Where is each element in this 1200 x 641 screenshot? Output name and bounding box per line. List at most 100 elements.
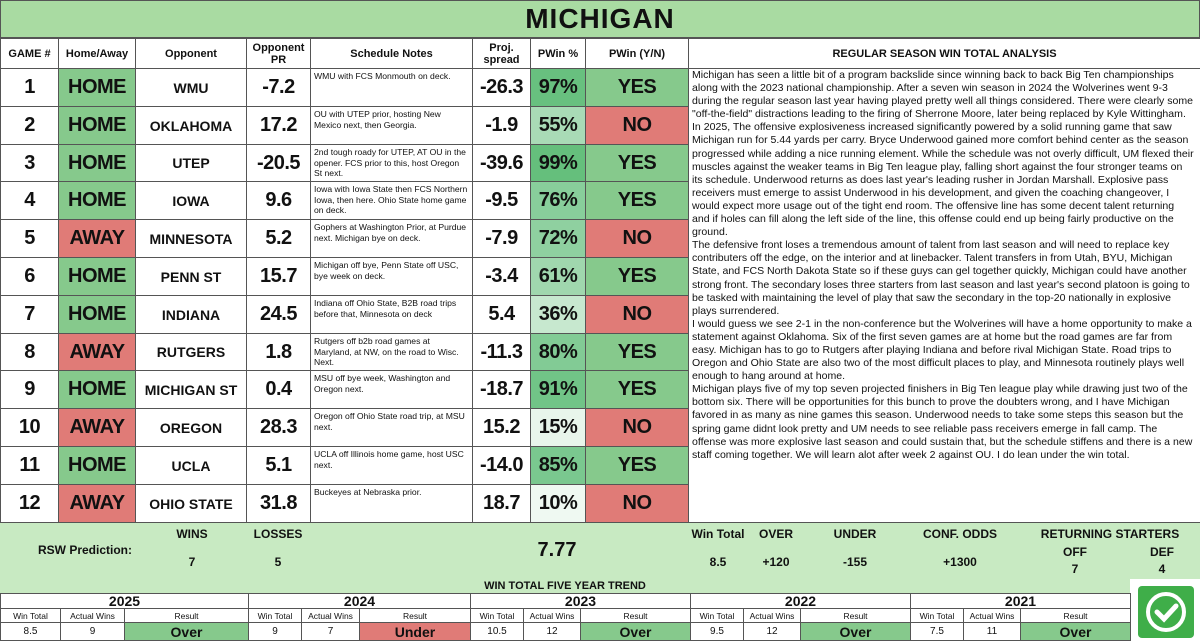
trend-actual: 12 <box>743 622 801 641</box>
schedule-note: Michigan off bye, Penn State off USC, by… <box>310 257 473 296</box>
game-number: 10 <box>0 408 59 447</box>
trend-actual: 11 <box>963 622 1021 641</box>
pwin-header: PWin % <box>530 38 586 69</box>
trend-year: 2022 <box>690 593 911 609</box>
trend-year: 2023 <box>470 593 691 609</box>
trend-year: 2025 <box>0 593 249 609</box>
pwin-yn: NO <box>585 219 689 258</box>
pwin-yn: YES <box>585 68 689 107</box>
opponent: UCLA <box>135 446 247 485</box>
analysis-header: REGULAR SEASON WIN TOTAL ANALYSIS <box>688 38 1200 69</box>
pwin-pct: 36% <box>530 295 586 334</box>
trend-win-total: 9.5 <box>690 622 744 641</box>
trend-subheader: Actual Wins <box>301 608 360 623</box>
trend-subheader: Result <box>800 608 911 623</box>
analysis-paragraph: Michigan plays five of my top seven proj… <box>692 383 1193 461</box>
proj-spread: -11.3 <box>472 333 531 371</box>
spread-header: Proj. spread <box>472 38 531 69</box>
opponent-pr: -20.5 <box>246 144 311 182</box>
trend-win-total: 10.5 <box>470 622 524 641</box>
game-number: 3 <box>0 144 59 182</box>
proj-spread: -7.9 <box>472 219 531 258</box>
conf-label: CONF. ODDS <box>922 527 998 541</box>
losses-value: 5 <box>274 555 282 569</box>
trend-subheader: Actual Wins <box>60 608 125 623</box>
schedule-note: Rutgers off b2b road games at Maryland, … <box>310 333 473 371</box>
schedule-note: OU with UTEP prior, hosting New Mexico n… <box>310 106 473 145</box>
location: HOME <box>58 181 136 220</box>
pwin-yn: YES <box>585 333 689 371</box>
location: AWAY <box>58 219 136 258</box>
trend-subheader: Result <box>124 608 249 623</box>
wins-label: WINS <box>176 527 208 541</box>
proj-spread: -14.0 <box>472 446 531 485</box>
schedule-note: 2nd tough roady for UTEP, AT OU in the o… <box>310 144 473 182</box>
trend-subheader: Result <box>359 608 471 623</box>
def-label: DEF <box>1150 545 1174 559</box>
opponent-pr: 17.2 <box>246 106 311 145</box>
location: HOME <box>58 295 136 334</box>
opponent: OHIO STATE <box>135 484 247 523</box>
game-number: 1 <box>0 68 59 107</box>
off-label: OFF <box>1063 545 1087 559</box>
trend-subheader: Win Total <box>910 608 964 623</box>
game-number: 5 <box>0 219 59 258</box>
opponent: UTEP <box>135 144 247 182</box>
opponent: RUTGERS <box>135 333 247 371</box>
opponent: MINNESOTA <box>135 219 247 258</box>
trend-subheader: Win Total <box>248 608 302 623</box>
trend-result: Over <box>580 622 691 641</box>
location: HOME <box>58 370 136 409</box>
schedule-note: Indiana off Ohio State, B2B road trips b… <box>310 295 473 334</box>
trend-subheader: Actual Wins <box>523 608 581 623</box>
trend-result: Over <box>800 622 911 641</box>
proj-spread: 5.4 <box>472 295 531 334</box>
pwin-pct: 80% <box>530 333 586 371</box>
pwin-yn: YES <box>585 144 689 182</box>
game-number: 11 <box>0 446 59 485</box>
opponent-pr: 28.3 <box>246 408 311 447</box>
location: AWAY <box>58 484 136 523</box>
opponent-header: Opponent <box>135 38 247 69</box>
pwin-pct: 97% <box>530 68 586 107</box>
analysis-paragraph: Michigan has seen a little bit of a prog… <box>692 69 1194 121</box>
opponent-pr: 15.7 <box>246 257 311 296</box>
opponent-pr: 1.8 <box>246 333 311 371</box>
pwin-yn: NO <box>585 295 689 334</box>
location-header: Home/Away <box>58 38 136 69</box>
opponent: OKLAHOMA <box>135 106 247 145</box>
expected-wins: 7.77 <box>537 539 577 561</box>
proj-spread: -18.7 <box>472 370 531 409</box>
trend-subheader: Actual Wins <box>743 608 801 623</box>
schedule-note: Gophers at Washington Prior, at Purdue n… <box>310 219 473 258</box>
proj-spread: 15.2 <box>472 408 531 447</box>
trend-subheader: Win Total <box>690 608 744 623</box>
game-number: 8 <box>0 333 59 371</box>
trend-subheader: Win Total <box>470 608 524 623</box>
opponent: WMU <box>135 68 247 107</box>
pwin-yn: NO <box>585 484 689 523</box>
pwin-yn: YES <box>585 446 689 485</box>
trend-win-total: 9 <box>248 622 302 641</box>
trend-actual: 12 <box>523 622 581 641</box>
pwin-yn: YES <box>585 370 689 409</box>
location: HOME <box>58 144 136 182</box>
pwin-pct: 61% <box>530 257 586 296</box>
win-total-value: 8.5 <box>709 555 727 569</box>
def-value: 4 <box>1158 562 1166 576</box>
opponent: IOWA <box>135 181 247 220</box>
under-value: -155 <box>842 555 868 569</box>
trend-win-total: 8.5 <box>0 622 61 641</box>
trend-result: Under <box>359 622 471 641</box>
losses-label: LOSSES <box>253 527 303 541</box>
location: AWAY <box>58 408 136 447</box>
analysis-frame <box>688 68 1200 523</box>
opponent-pr: 31.8 <box>246 484 311 523</box>
pwin-yn: YES <box>585 181 689 220</box>
pr-header: Opponent PR <box>246 38 311 69</box>
title: MICHIGAN <box>0 0 1200 38</box>
opponent: INDIANA <box>135 295 247 334</box>
pwin-yn-header: PWin (Y/N) <box>585 38 689 69</box>
opponent-pr: 24.5 <box>246 295 311 334</box>
location: HOME <box>58 257 136 296</box>
